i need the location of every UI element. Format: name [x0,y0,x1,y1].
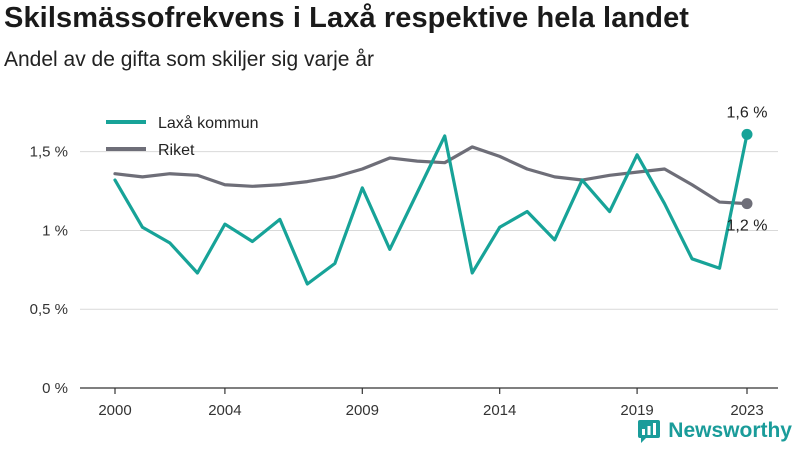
end-point-lax-kommun [741,128,753,140]
y-tick-label: 1 % [42,222,68,239]
series-line-lax-kommun [113,132,749,286]
x-tick-label: 2004 [208,402,241,419]
y-tick-label: 1,5 % [30,144,68,161]
chart-subtitle: Andel av de gifta som skiljer sig varje … [4,48,374,71]
legend-label-lax-kommun: Laxå kommun [158,114,259,132]
newsworthy-logo-icon [638,420,661,443]
y-tick-label: 0,5 % [30,301,68,318]
brand-logo: Newsworthy [636,418,792,444]
series-line-riket [113,145,749,206]
x-tick-label: 2023 [730,402,763,419]
legend-label-riket: Riket [158,142,195,159]
x-tick-label: 2019 [620,402,653,419]
end-point-riket [741,198,753,210]
x-tick-label: 2014 [483,402,516,419]
end-label-riket: 1,2 % [727,218,768,235]
y-tick-label: 0 % [42,380,68,397]
chart-title: Skilsmässofrekvens i Laxå respektive hel… [4,2,690,34]
end-label-lax-kommun: 1,6 % [727,104,768,121]
x-tick-label: 2009 [346,402,379,419]
x-tick-label: 2000 [98,402,131,419]
brand-name: Newsworthy [668,419,792,442]
